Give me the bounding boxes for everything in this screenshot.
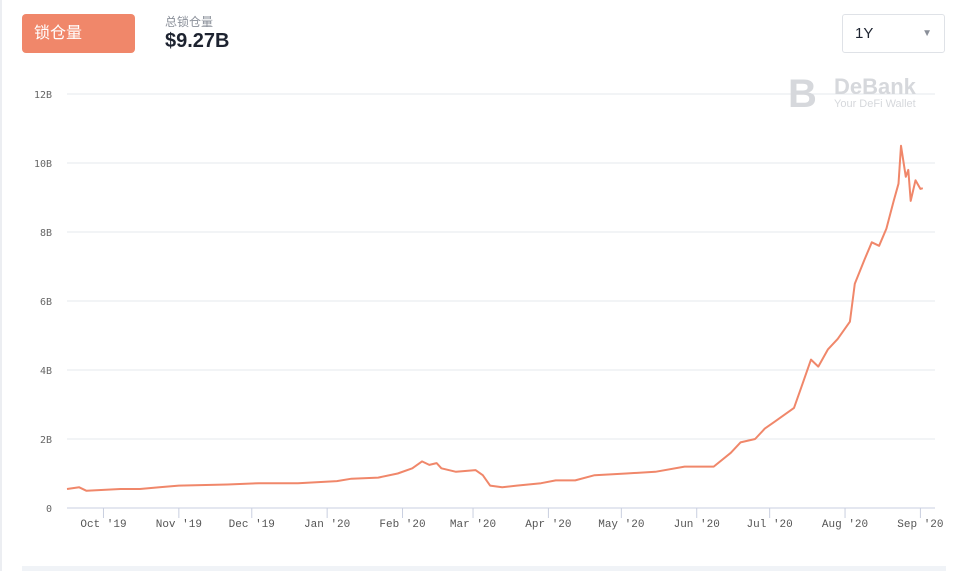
x-tick-label: Dec '19 [229,519,275,531]
total-value: $9.27B [165,30,230,52]
y-tick-label: 8B [40,228,52,239]
time-range-select[interactable]: 1Y ▼ [842,14,945,53]
x-tick-label: Jan '20 [304,519,350,531]
x-tick-label: Jul '20 [747,519,793,531]
left-border [0,0,2,571]
y-tick-label: 0 [46,504,52,515]
debank-logo-icon: B [788,72,817,116]
tab-locked-value[interactable]: 锁仓量 [22,14,135,53]
total-label: 总锁仓量 [165,15,214,29]
tvl-series-line [66,144,924,492]
watermark-brand: DeBank [834,74,916,99]
x-tick-label: May '20 [598,519,644,531]
y-tick-label: 2B [40,435,52,446]
watermark-tagline: Your DeFi Wallet [834,98,916,110]
caret-down-icon: ▼ [922,28,932,39]
y-tick-label: 12B [34,90,52,101]
x-tick-label: Aug '20 [822,519,868,531]
x-tick-label: Apr '20 [525,519,571,531]
y-tick-label: 4B [40,366,52,377]
y-tick-label: 10B [34,159,52,170]
x-tick-label: Feb '20 [379,519,425,531]
time-range-value: 1Y [855,25,874,42]
x-tick-label: Oct '19 [80,519,126,531]
x-tick-label: Nov '19 [156,519,202,531]
bottom-panel-edge [22,566,946,571]
x-tick-label: Jun '20 [674,519,720,531]
y-tick-label: 6B [40,297,52,308]
x-tick-label: Sep '20 [897,519,943,531]
x-tick-label: Mar '20 [450,519,496,531]
